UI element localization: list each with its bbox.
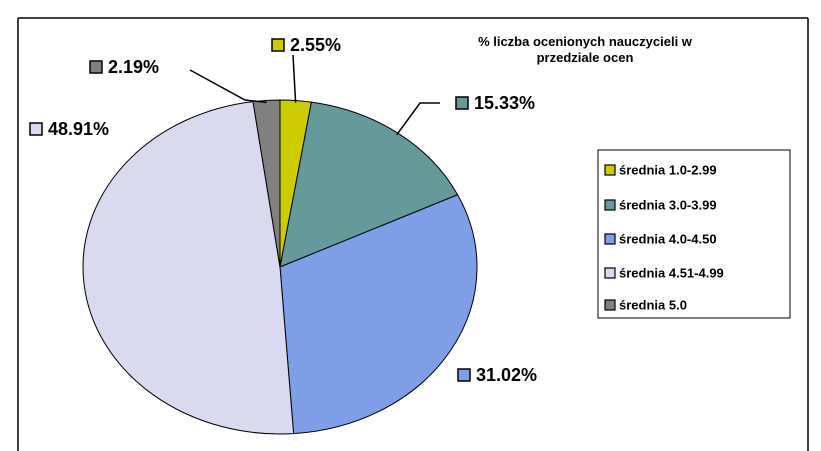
legend-swatch xyxy=(604,299,616,311)
label-swatch xyxy=(457,368,471,382)
legend-label: średnia 1.0-2.99 xyxy=(619,162,717,177)
legend-swatch xyxy=(604,233,616,245)
leader-line xyxy=(396,102,440,136)
legend-label: średnia 5.0 xyxy=(619,297,687,312)
label-swatch xyxy=(89,60,103,74)
pie-slice xyxy=(82,101,295,435)
legend-label: średnia 3.0-3.99 xyxy=(619,197,717,212)
chart-title: % liczba ocenionych nauczycieli w przedz… xyxy=(478,34,692,65)
data-label: 2.55% xyxy=(290,35,341,55)
data-label: 48.91% xyxy=(48,119,109,139)
label-swatch xyxy=(29,122,43,136)
data-label: 31.02% xyxy=(476,365,537,385)
leader-line xyxy=(292,54,297,103)
data-label: 15.33% xyxy=(474,93,535,113)
label-swatch xyxy=(455,96,469,110)
legend-box xyxy=(597,149,791,319)
data-label: 2.19% xyxy=(108,57,159,77)
pie-slice xyxy=(279,194,478,435)
legend-swatch xyxy=(604,164,616,176)
label-swatch xyxy=(271,38,285,52)
legend-swatch xyxy=(604,267,616,279)
legend-swatch xyxy=(604,199,616,211)
legend-label: średnia 4.51-4.99 xyxy=(619,265,724,280)
leader-line xyxy=(189,69,267,104)
legend-label: średnia 4.0-4.50 xyxy=(619,231,717,246)
